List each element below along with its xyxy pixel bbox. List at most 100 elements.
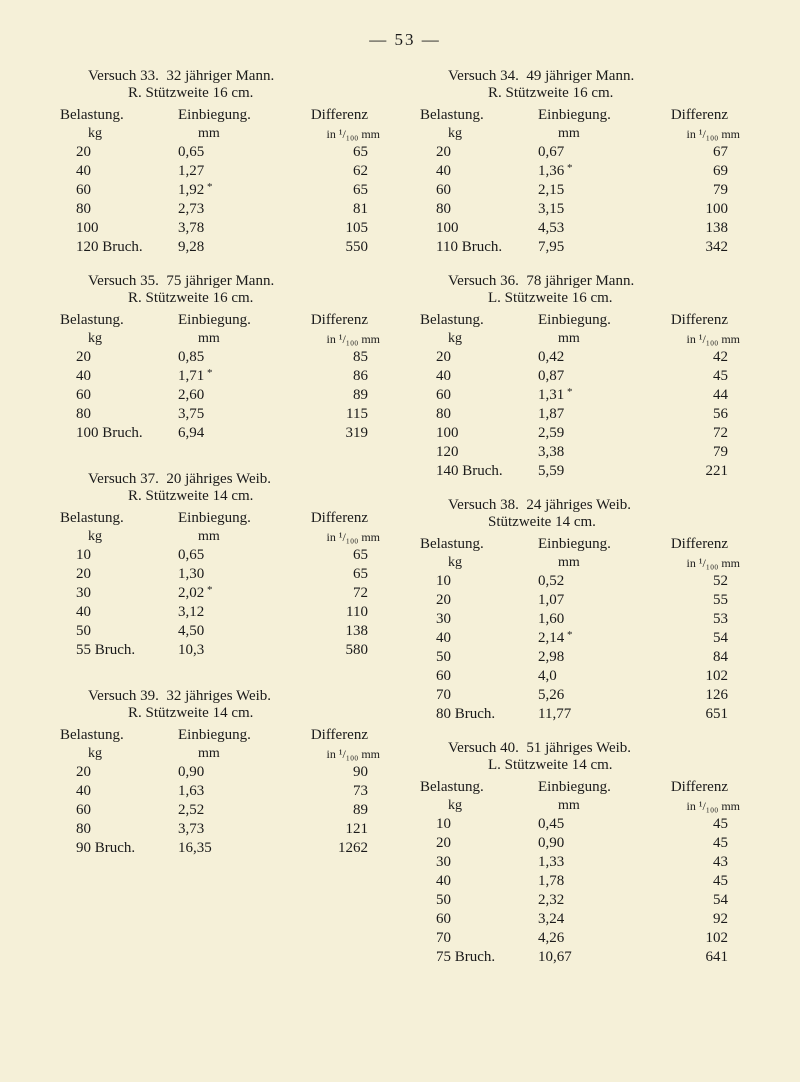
belastung-cell: 120 Bruch. bbox=[60, 238, 170, 257]
belastung-cell: 70 bbox=[420, 929, 530, 948]
trial-title: Versuch 38. 24 jähriges Weib. bbox=[448, 497, 750, 514]
table-row: 803,75115 bbox=[60, 405, 390, 424]
differenz-cell: 53 bbox=[640, 610, 750, 629]
unit-cell: in ¹/₁₀₀ mm bbox=[280, 528, 390, 546]
belastung-cell: 30 bbox=[420, 853, 530, 872]
unit-cell: in ¹/₁₀₀ mm bbox=[280, 745, 390, 763]
differenz-cell: 79 bbox=[640, 443, 750, 462]
einbiegung-cell: 2,15 bbox=[530, 181, 640, 200]
belastung-cell: 50 bbox=[420, 648, 530, 667]
unit-cell: mm bbox=[530, 554, 640, 572]
table-row: 75 Bruch.10,67641 bbox=[420, 948, 750, 967]
belastung-cell: 10 bbox=[420, 815, 530, 834]
differenz-cell: 67 bbox=[640, 143, 750, 162]
table-row: 601,92 *65 bbox=[60, 181, 390, 200]
data-table: Belastung.Einbiegung.Differenzkgmmin ¹/₁… bbox=[420, 106, 750, 257]
differenz-cell: 651 bbox=[640, 705, 750, 724]
belastung-cell: 20 bbox=[60, 143, 170, 162]
table-row: 100,5252 bbox=[420, 572, 750, 591]
header-cell: Einbiegung. bbox=[170, 106, 280, 125]
einbiegung-cell: 4,53 bbox=[530, 219, 640, 238]
belastung-cell: 20 bbox=[420, 143, 530, 162]
einbiegung-cell: 0,90 bbox=[170, 763, 280, 782]
differenz-cell: 85 bbox=[280, 348, 390, 367]
einbiegung-cell: 5,59 bbox=[530, 462, 640, 481]
page-number: — 53 — bbox=[60, 30, 750, 50]
trial-title: Versuch 36. 78 jähriger Mann. bbox=[448, 273, 750, 290]
einbiegung-cell: 1,92 * bbox=[170, 181, 280, 200]
einbiegung-cell: 10,3 bbox=[170, 641, 280, 660]
data-table: Belastung.Einbiegung.Differenzkgmmin ¹/₁… bbox=[60, 106, 390, 257]
belastung-cell: 40 bbox=[60, 782, 170, 801]
header-cell: Einbiegung. bbox=[170, 726, 280, 745]
einbiegung-cell: 1,07 bbox=[530, 591, 640, 610]
einbiegung-cell: 9,28 bbox=[170, 238, 280, 257]
table-row: 602,5289 bbox=[60, 801, 390, 820]
table-row: 602,1579 bbox=[420, 181, 750, 200]
einbiegung-cell: 0,42 bbox=[530, 348, 640, 367]
belastung-cell: 20 bbox=[60, 565, 170, 584]
table-row: 401,36 *69 bbox=[420, 162, 750, 181]
trial-title: Versuch 37. 20 jähriges Weib. bbox=[88, 471, 390, 488]
einbiegung-cell: 10,67 bbox=[530, 948, 640, 967]
table-unit-row: kgmmin ¹/₁₀₀ mm bbox=[420, 330, 750, 348]
belastung-cell: 100 bbox=[60, 219, 170, 238]
einbiegung-cell: 6,94 bbox=[170, 424, 280, 443]
einbiegung-cell: 1,36 * bbox=[530, 162, 640, 181]
differenz-cell: 42 bbox=[640, 348, 750, 367]
unit-cell: mm bbox=[530, 797, 640, 815]
table-row: 1203,3879 bbox=[420, 443, 750, 462]
differenz-cell: 92 bbox=[640, 910, 750, 929]
einbiegung-cell: 2,73 bbox=[170, 200, 280, 219]
table-unit-row: kgmmin ¹/₁₀₀ mm bbox=[420, 125, 750, 143]
data-table: Belastung.Einbiegung.Differenzkgmmin ¹/₁… bbox=[60, 509, 390, 660]
trial-subtitle: L. Stützweite 16 cm. bbox=[488, 290, 750, 307]
belastung-cell: 120 bbox=[420, 443, 530, 462]
differenz-cell: 89 bbox=[280, 801, 390, 820]
table-row: 100,4545 bbox=[420, 815, 750, 834]
table-row: 401,71 *86 bbox=[60, 367, 390, 386]
differenz-cell: 126 bbox=[640, 686, 750, 705]
differenz-cell: 45 bbox=[640, 367, 750, 386]
belastung-cell: 80 bbox=[420, 200, 530, 219]
differenz-cell: 72 bbox=[280, 584, 390, 603]
trial: Versuch 37. 20 jähriges Weib.R. Stützwei… bbox=[60, 471, 390, 660]
table-row: 1003,78105 bbox=[60, 219, 390, 238]
einbiegung-cell: 3,38 bbox=[530, 443, 640, 462]
unit-cell: kg bbox=[60, 745, 170, 763]
differenz-cell: 100 bbox=[640, 200, 750, 219]
einbiegung-cell: 0,65 bbox=[170, 143, 280, 162]
differenz-cell: 54 bbox=[640, 629, 750, 648]
table-header-row: Belastung.Einbiegung.Differenz bbox=[420, 311, 750, 330]
differenz-cell: 138 bbox=[640, 219, 750, 238]
table-unit-row: kgmmin ¹/₁₀₀ mm bbox=[60, 125, 390, 143]
differenz-cell: 56 bbox=[640, 405, 750, 424]
header-cell: Belastung. bbox=[420, 106, 530, 125]
unit-cell: kg bbox=[60, 330, 170, 348]
differenz-cell: 115 bbox=[280, 405, 390, 424]
belastung-cell: 140 Bruch. bbox=[420, 462, 530, 481]
header-cell: Belastung. bbox=[60, 106, 170, 125]
trial-title: Versuch 33. 32 jähriger Mann. bbox=[88, 68, 390, 85]
einbiegung-cell: 0,85 bbox=[170, 348, 280, 367]
table-header-row: Belastung.Einbiegung.Differenz bbox=[60, 106, 390, 125]
table-row: 200,6565 bbox=[60, 143, 390, 162]
einbiegung-cell: 2,60 bbox=[170, 386, 280, 405]
belastung-cell: 30 bbox=[60, 584, 170, 603]
header-cell: Einbiegung. bbox=[170, 311, 280, 330]
belastung-cell: 100 bbox=[420, 219, 530, 238]
table-unit-row: kgmmin ¹/₁₀₀ mm bbox=[420, 554, 750, 572]
right-column: Versuch 34. 49 jähriger Mann.R. Stützwei… bbox=[420, 68, 750, 983]
header-cell: Differenz bbox=[280, 509, 390, 528]
table-row: 802,7381 bbox=[60, 200, 390, 219]
header-cell: Einbiegung. bbox=[530, 778, 640, 797]
belastung-cell: 75 Bruch. bbox=[420, 948, 530, 967]
trial-subtitle: R. Stützweite 16 cm. bbox=[488, 85, 750, 102]
trial: Versuch 40. 51 jähriges Weib.L. Stützwei… bbox=[420, 740, 750, 967]
header-cell: Einbiegung. bbox=[530, 106, 640, 125]
table-row: 401,6373 bbox=[60, 782, 390, 801]
belastung-cell: 40 bbox=[60, 367, 170, 386]
differenz-cell: 102 bbox=[640, 929, 750, 948]
table-row: 704,26102 bbox=[420, 929, 750, 948]
table-row: 602,6089 bbox=[60, 386, 390, 405]
